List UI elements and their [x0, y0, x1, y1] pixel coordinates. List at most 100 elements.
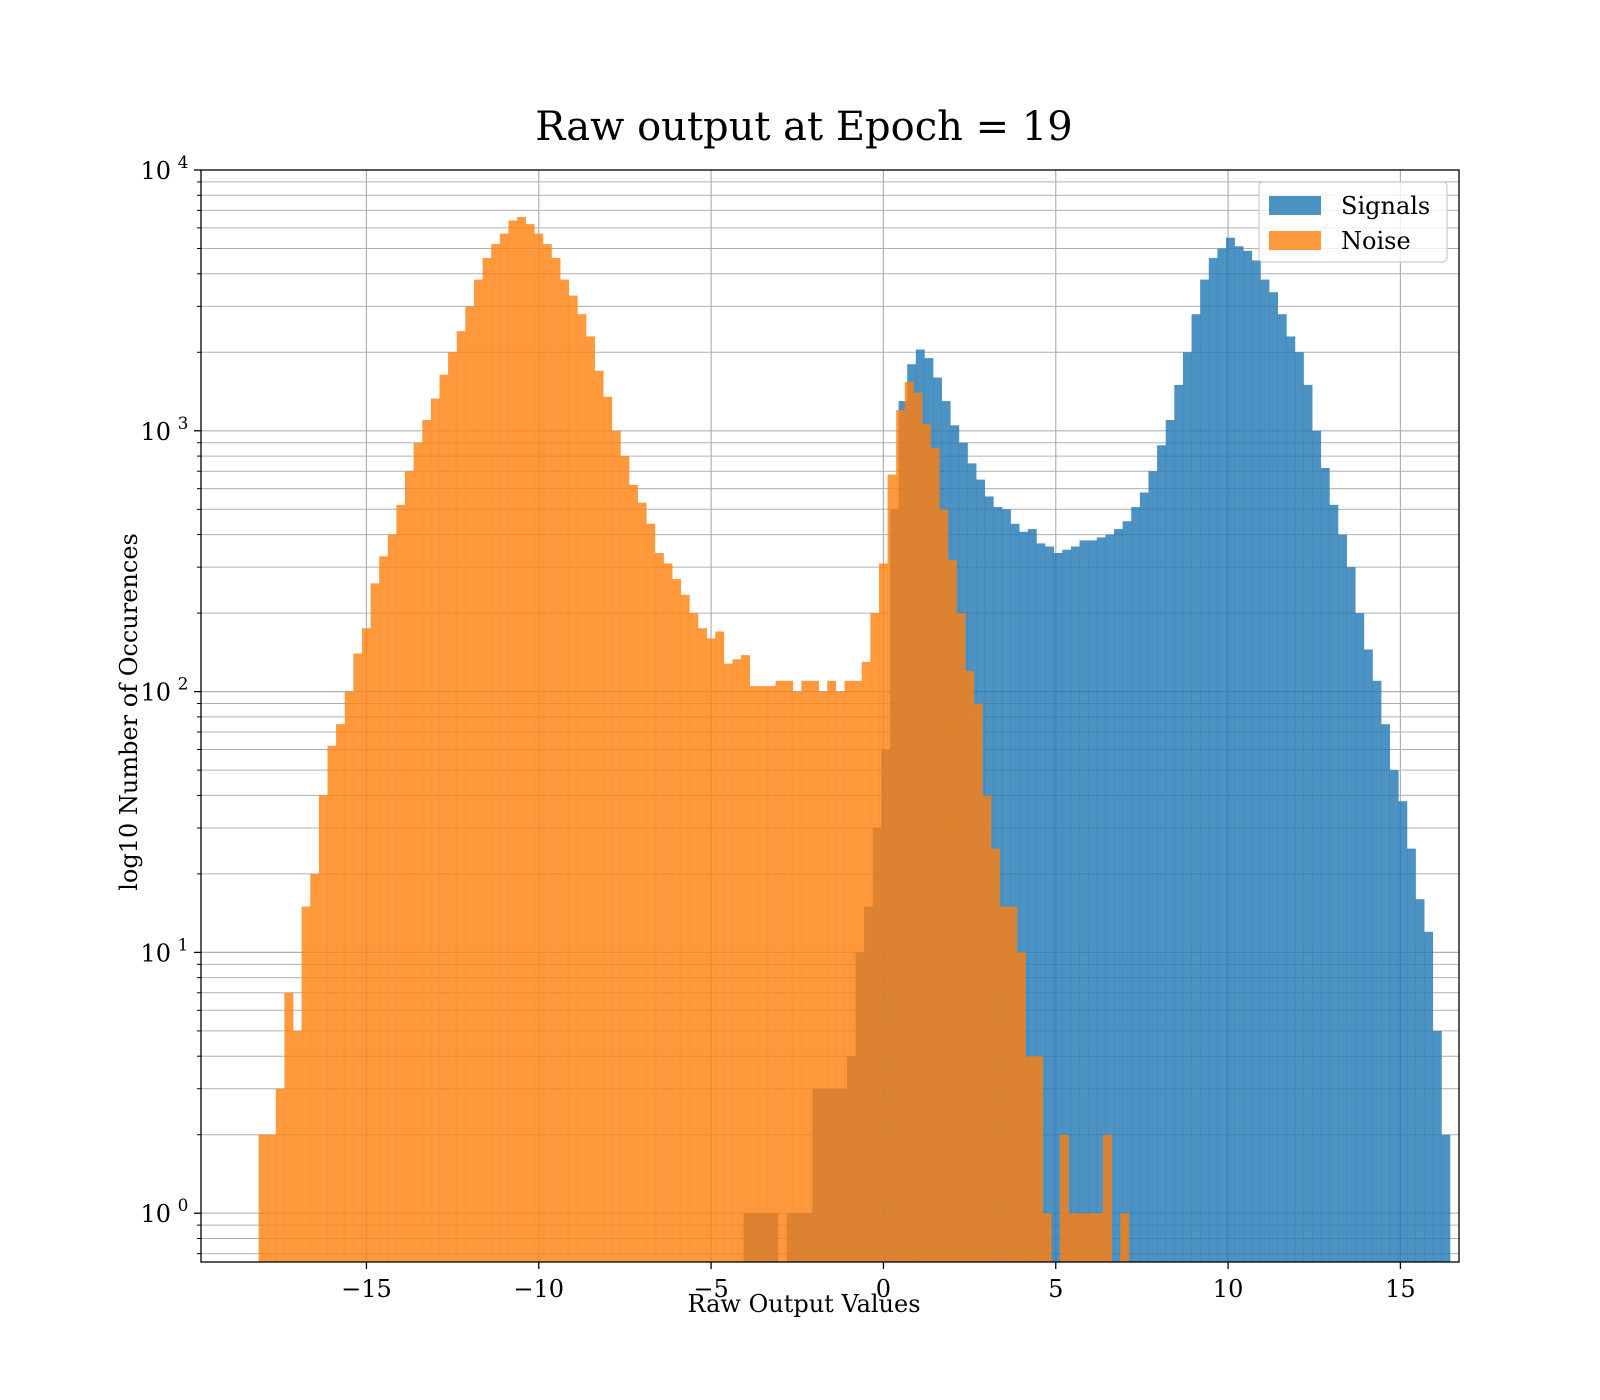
histogram-bar-signals	[1036, 543, 1046, 1262]
histogram-bar-signals	[1165, 420, 1175, 1262]
histogram-bar-noise	[310, 873, 320, 1262]
histogram-bar-signals	[1096, 537, 1106, 1262]
histogram-bar-noise	[577, 314, 587, 1262]
histogram-bar-noise	[784, 680, 794, 1262]
y-tick-label: 10	[140, 418, 171, 446]
histogram-bar-noise	[370, 583, 380, 1262]
histogram-bar-signals	[1329, 504, 1339, 1262]
y-tick-label: 10	[140, 1200, 171, 1228]
histogram-bar-noise	[930, 447, 940, 1262]
histogram-bar-noise	[1068, 1213, 1078, 1262]
histogram-bar-noise	[267, 1134, 277, 1262]
histogram-bar-noise	[654, 552, 664, 1262]
histogram-bar-noise	[818, 691, 828, 1262]
histogram-bar-signals	[1243, 250, 1253, 1263]
histogram-bar-noise	[499, 233, 509, 1262]
histogram-bar-signals	[1200, 279, 1210, 1263]
histogram-bar-noise	[413, 442, 423, 1262]
histogram-bar-noise	[508, 220, 518, 1262]
histogram-bar-noise	[646, 523, 656, 1262]
histogram-bar-signals	[1441, 1134, 1451, 1262]
histogram-bar-noise	[318, 795, 328, 1262]
histogram-bar-noise	[999, 906, 1009, 1262]
histogram-bar-noise	[741, 655, 750, 1262]
histogram-bar-noise	[913, 392, 923, 1262]
histogram-bar-noise	[939, 509, 949, 1262]
histogram-bar-noise	[1102, 1134, 1112, 1262]
histogram-bars	[258, 217, 1451, 1263]
histogram-bar-signals	[1045, 546, 1054, 1262]
histogram-bar-noise	[965, 670, 975, 1262]
histogram-bar-noise	[275, 1088, 285, 1262]
histogram-bar-signals	[1277, 314, 1287, 1262]
histogram-bar-signals	[1131, 507, 1141, 1262]
y-tick-label-base: 10	[140, 157, 171, 185]
histogram-bar-noise	[1034, 1056, 1043, 1262]
histogram-bar-noise	[439, 374, 449, 1262]
histogram-bar-noise	[775, 680, 785, 1262]
histogram-bar-signals	[1432, 1030, 1442, 1262]
histogram-bar-noise	[456, 331, 466, 1262]
histogram-bar-noise	[758, 686, 768, 1262]
histogram-bar-noise	[491, 244, 501, 1262]
y-tick-label-base: 10	[140, 939, 171, 967]
histogram-bar-signals	[1303, 384, 1313, 1262]
x-tick-label: 10	[1213, 1275, 1244, 1303]
histogram-bar-noise	[853, 680, 863, 1262]
histogram-bar-signals	[1346, 567, 1356, 1262]
histogram-bar-noise	[827, 680, 837, 1262]
histogram-bar-noise	[473, 279, 483, 1263]
histogram-bar-noise	[1016, 952, 1026, 1262]
x-axis-label: Raw Output Values	[687, 1290, 920, 1318]
histogram-bar-signals	[1027, 529, 1037, 1262]
x-tick-label: −5	[693, 1275, 728, 1303]
histogram-bar-noise	[896, 410, 906, 1262]
histogram-bar-noise	[422, 420, 432, 1262]
histogram-bar-noise	[1120, 1213, 1130, 1262]
histogram-bar-signals	[1251, 260, 1261, 1262]
histogram-bar-noise	[1085, 1213, 1095, 1262]
histogram-bar-noise	[844, 680, 854, 1262]
histogram-bar-noise	[637, 502, 647, 1263]
x-tick-label: 15	[1385, 1275, 1416, 1303]
histogram-bar-noise	[723, 663, 733, 1262]
histogram-bar-signals	[1338, 534, 1347, 1262]
histogram-bar-noise	[973, 703, 983, 1262]
histogram-bar-noise	[1094, 1213, 1104, 1262]
histogram-bar-noise	[534, 233, 544, 1262]
histogram-bar-noise	[810, 680, 819, 1262]
y-tick-label-exponent: 3	[178, 414, 189, 434]
histogram-bar-noise	[947, 559, 957, 1262]
histogram-bar-signals	[1105, 534, 1115, 1262]
histogram-bar-noise	[1008, 906, 1018, 1262]
histogram-bar-signals	[1398, 801, 1408, 1262]
histogram-bar-noise	[878, 563, 888, 1262]
histogram-bar-noise	[956, 613, 966, 1262]
plot-frame	[200, 169, 1460, 1263]
histogram-bar-noise	[465, 306, 475, 1262]
histogram-bar-signals	[1381, 724, 1391, 1262]
histogram-bar-signals	[1174, 384, 1184, 1262]
histogram-bar-signals	[1088, 540, 1098, 1262]
histogram-bar-noise	[482, 257, 492, 1262]
histogram-bar-signals	[1286, 336, 1296, 1263]
histogram-bar-noise	[284, 992, 294, 1262]
histogram-bar-signals	[1312, 430, 1322, 1262]
histogram-bar-noise	[336, 724, 346, 1262]
histogram-bar-signals	[1148, 471, 1158, 1262]
histogram-bar-noise	[560, 279, 570, 1263]
histogram-bar-noise	[1025, 1056, 1035, 1262]
histogram-bar-signals	[1070, 546, 1080, 1262]
histogram-bar-noise	[396, 504, 406, 1262]
histogram-bar-signals	[1424, 931, 1434, 1262]
histogram-bar-noise	[1042, 1213, 1052, 1262]
histogram-bar-noise	[361, 628, 371, 1262]
histogram-bar-noise	[611, 430, 621, 1262]
histogram-bar-signals	[1355, 613, 1365, 1262]
histogram-bar-signals	[1019, 531, 1029, 1262]
y-tick-label-base: 10	[140, 679, 171, 707]
x-tick-label: −15	[341, 1275, 392, 1303]
histogram-bar-noise	[904, 381, 914, 1262]
histogram-bar-signals	[1001, 509, 1011, 1262]
